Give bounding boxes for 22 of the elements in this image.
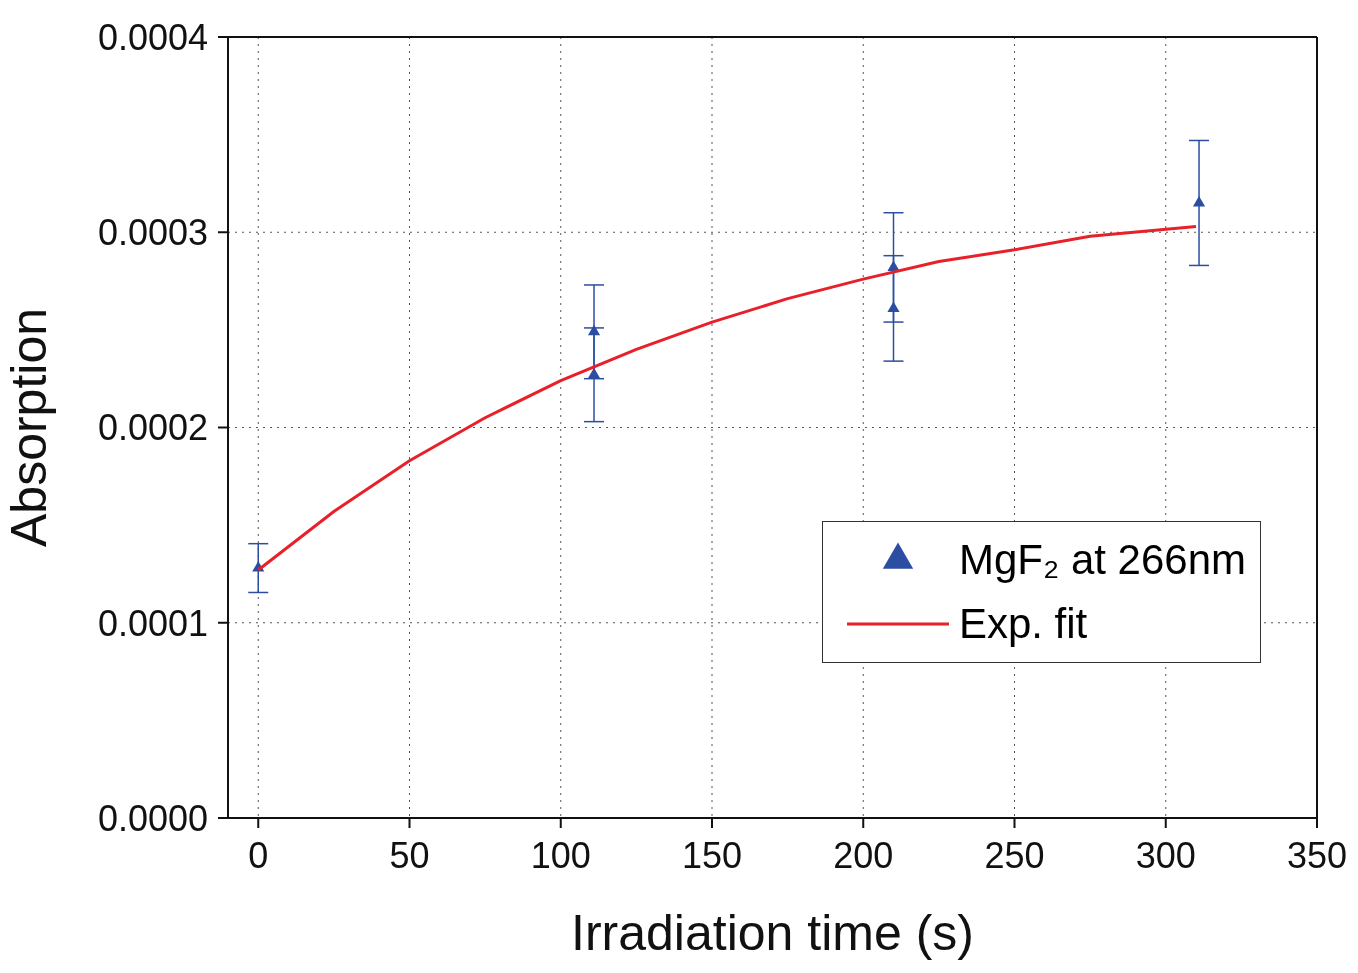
x-tick-label: 300 <box>1135 834 1196 876</box>
point <box>587 324 601 336</box>
x-tick-label: 0 <box>248 834 269 876</box>
x-tick-label: 200 <box>833 834 894 876</box>
x-axis-title: Irradiation time (s) <box>571 905 974 961</box>
y-tick-label: 0.0004 <box>97 16 208 58</box>
y-tick-label: 0.0000 <box>97 797 208 839</box>
x-tick-label: 50 <box>389 834 430 876</box>
x-tick-label: 150 <box>681 834 743 876</box>
y-axis-title: Absorption <box>0 307 57 548</box>
y-tick-label: 0.0002 <box>97 407 208 449</box>
x-tick-label: 250 <box>984 834 1045 876</box>
legend-label: Exp. fit <box>958 600 1088 648</box>
legend-label: MgF₂ at 266nm <box>958 536 1246 584</box>
point <box>887 260 900 271</box>
y-tick-label: 0.0001 <box>97 602 208 644</box>
x-tick-label: 350 <box>1286 834 1348 876</box>
point <box>587 367 601 379</box>
y-tick-label: 0.0003 <box>97 212 208 254</box>
x-tick-label: 100 <box>530 834 591 876</box>
point <box>1192 195 1206 207</box>
point <box>887 301 900 312</box>
